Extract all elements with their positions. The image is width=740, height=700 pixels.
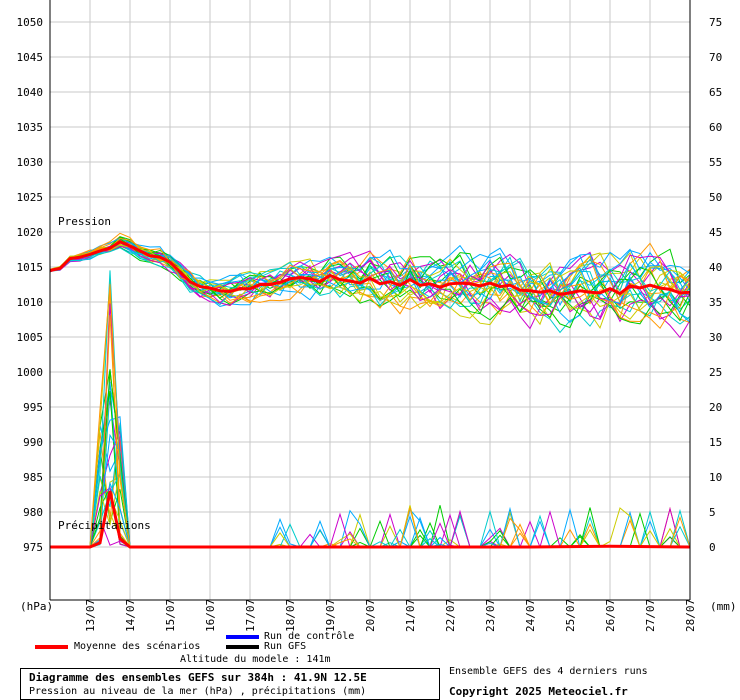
legend-label-gfs: Run GFS bbox=[264, 641, 307, 652]
model-altitude: Altitude du modele : 141m bbox=[180, 654, 331, 665]
ensemble-member-pressure bbox=[49, 244, 691, 329]
x-tick-label: 27/07 bbox=[644, 599, 657, 632]
x-tick-label: 19/07 bbox=[324, 599, 337, 632]
mean-pressure-line bbox=[49, 240, 691, 296]
x-tick-label: 17/07 bbox=[244, 599, 257, 632]
x-tick-label: 18/07 bbox=[284, 599, 297, 632]
chart-subtitle: Pression au niveau de la mer (hPa) , pré… bbox=[29, 686, 367, 697]
right-axis-unit: (mm) bbox=[710, 600, 737, 613]
left-tick-label: 1010 bbox=[17, 296, 44, 309]
left-tick-label: 995 bbox=[23, 401, 43, 414]
left-tick-label: 1015 bbox=[17, 261, 44, 274]
legend-label-mean: Moyenne des scénarios bbox=[74, 641, 201, 652]
right-tick-label: 70 bbox=[709, 51, 722, 64]
ensemble-member-pressure bbox=[49, 245, 691, 319]
x-tick-label: 16/07 bbox=[204, 599, 217, 632]
ensemble-member-pressure bbox=[49, 247, 691, 307]
right-tick-label: 15 bbox=[709, 436, 722, 449]
left-tick-label: 1045 bbox=[17, 51, 44, 64]
x-tick-label: 22/07 bbox=[444, 599, 457, 632]
x-tick-label: 20/07 bbox=[364, 599, 377, 632]
ensemble-member-pressure bbox=[49, 244, 691, 310]
right-tick-label: 50 bbox=[709, 191, 722, 204]
x-tick-label: 13/07 bbox=[84, 599, 97, 632]
left-tick-label: 1050 bbox=[17, 16, 44, 29]
ensemble-member-pressure bbox=[49, 236, 691, 325]
right-tick-label: 30 bbox=[709, 331, 722, 344]
left-tick-label: 975 bbox=[23, 541, 43, 554]
left-tick-label: 1030 bbox=[17, 156, 44, 169]
data-series bbox=[49, 240, 691, 549]
left-tick-label: 985 bbox=[23, 471, 43, 484]
right-tick-label: 0 bbox=[709, 541, 716, 554]
legend-swatch-mean bbox=[35, 645, 68, 649]
left-tick-label: 1020 bbox=[17, 226, 44, 239]
right-tick-label: 65 bbox=[709, 86, 722, 99]
left-tick-label: 1025 bbox=[17, 191, 44, 204]
precip-annotation: Précipitations bbox=[58, 519, 151, 532]
info-box: Diagramme des ensembles GEFS sur 384h : … bbox=[20, 668, 440, 700]
x-tick-label: 26/07 bbox=[604, 599, 617, 632]
right-tick-label: 20 bbox=[709, 401, 722, 414]
left-tick-label: 1040 bbox=[17, 86, 44, 99]
ensemble-member-pressure bbox=[49, 236, 691, 329]
x-tick-label: 25/07 bbox=[564, 599, 577, 632]
legend-swatch-gfs bbox=[226, 645, 259, 649]
left-tick-label: 990 bbox=[23, 436, 43, 449]
x-tick-label: 14/07 bbox=[124, 599, 137, 632]
left-tick-label: 1000 bbox=[17, 366, 44, 379]
x-tick-label: 24/07 bbox=[524, 599, 537, 632]
right-tick-label: 45 bbox=[709, 226, 722, 239]
left-axis-unit: (hPa) bbox=[20, 600, 53, 613]
right-tick-label: 75 bbox=[709, 16, 722, 29]
right-tick-label: 55 bbox=[709, 156, 722, 169]
x-tick-label: 21/07 bbox=[404, 599, 417, 632]
left-tick-label: 1035 bbox=[17, 121, 44, 134]
right-tick-label: 25 bbox=[709, 366, 722, 379]
mean-precip-line bbox=[50, 490, 691, 549]
ensemble-note: Ensemble GEFS des 4 derniers runs bbox=[449, 666, 648, 677]
right-tick-label: 10 bbox=[709, 471, 722, 484]
right-tick-label: 60 bbox=[709, 121, 722, 134]
copyright: Copyright 2025 Meteociel.fr bbox=[449, 685, 628, 698]
right-tick-label: 40 bbox=[709, 261, 722, 274]
x-tick-label: 28/07 bbox=[684, 599, 697, 632]
legend-swatch-control bbox=[226, 635, 259, 639]
x-tick-label: 15/07 bbox=[164, 599, 177, 632]
pressure-annotation: Pression bbox=[58, 215, 111, 228]
x-tick-label: 23/07 bbox=[484, 599, 497, 632]
left-tick-label: 980 bbox=[23, 506, 43, 519]
right-tick-label: 35 bbox=[709, 296, 722, 309]
right-tick-label: 5 bbox=[709, 506, 716, 519]
chart-title: Diagramme des ensembles GEFS sur 384h : … bbox=[29, 671, 367, 684]
legend-label-control: Run de contrôle bbox=[264, 631, 355, 642]
left-tick-label: 1005 bbox=[17, 331, 44, 344]
